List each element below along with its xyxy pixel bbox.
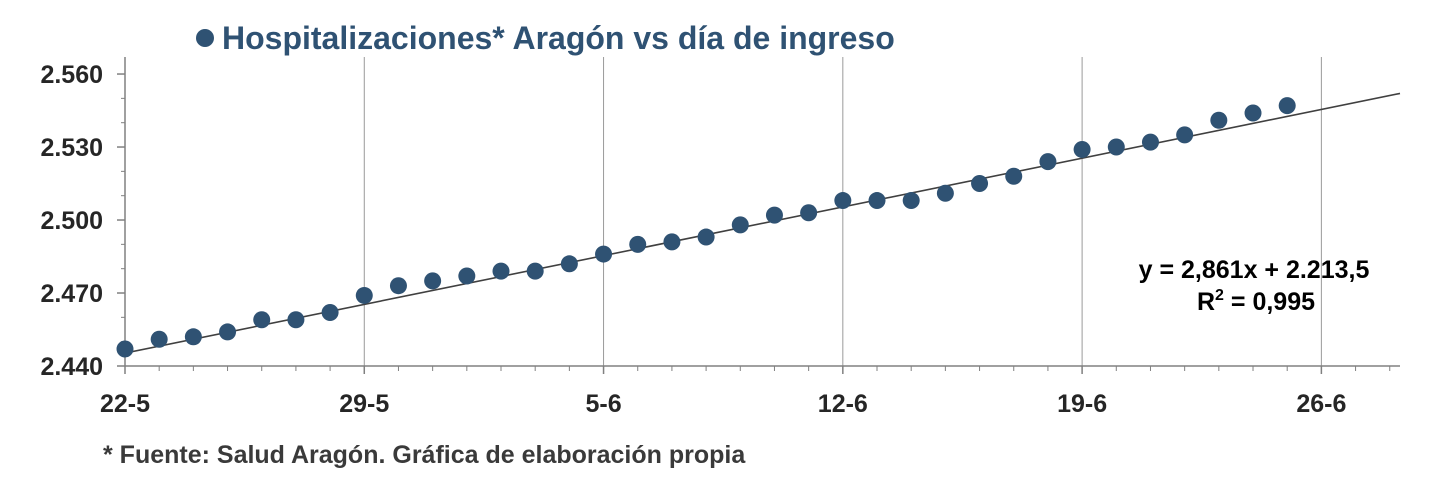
data-point — [902, 192, 920, 210]
data-point — [1210, 111, 1228, 129]
data-point — [1005, 167, 1023, 185]
data-point — [1039, 153, 1057, 171]
y-tick-label: 2.530 — [40, 134, 103, 162]
gridlines — [363, 57, 1322, 366]
r2-suffix: = 0,995 — [1224, 288, 1315, 316]
data-point — [834, 192, 852, 210]
legend-marker — [196, 29, 214, 47]
data-point — [971, 175, 989, 193]
x-tick-label: 26-6 — [1296, 390, 1346, 418]
data-point — [458, 267, 476, 285]
data-point — [1244, 104, 1262, 122]
data-point — [663, 233, 681, 251]
data-point — [765, 206, 783, 224]
data-point — [731, 216, 749, 234]
x-tick-label: 22-5 — [100, 390, 150, 418]
y-tick-label: 2.500 — [40, 207, 103, 235]
r-squared-text: R2 = 0,995 — [1197, 287, 1315, 316]
data-point — [184, 328, 202, 346]
data-point — [321, 303, 339, 321]
data-point — [629, 235, 647, 253]
y-tick-label: 2.560 — [40, 61, 103, 89]
x-tick-label: 5-6 — [585, 390, 621, 418]
x-axis-ticks: 22-5 29-5 5-6 12-6 19-6 26-6 — [100, 366, 1391, 418]
source-footnote: * Fuente: Salud Aragón. Gráfica de elabo… — [103, 441, 746, 469]
data-point — [697, 228, 715, 246]
legend-label: Hospitalizaciones* Aragón vs día de ingr… — [222, 20, 895, 56]
data-point — [560, 255, 578, 273]
data-point — [1141, 133, 1159, 151]
data-point — [1107, 138, 1125, 156]
data-point — [526, 262, 544, 280]
r2-prefix: R — [1197, 288, 1215, 316]
data-point — [1278, 97, 1296, 115]
y-tick-label: 2.470 — [40, 280, 103, 308]
r2-superscript: 2 — [1215, 287, 1224, 304]
x-tick-label: 19-6 — [1057, 390, 1107, 418]
x-tick-label: 29-5 — [339, 390, 389, 418]
data-point — [287, 311, 305, 329]
data-point — [800, 204, 818, 222]
data-point — [492, 262, 510, 280]
data-point — [355, 286, 373, 304]
data-point — [1073, 140, 1091, 158]
data-point — [253, 311, 271, 329]
data-point — [116, 340, 134, 358]
data-point — [219, 323, 237, 341]
axes — [124, 57, 1400, 367]
data-point — [936, 184, 954, 202]
y-tick-label: 2.440 — [40, 353, 103, 381]
data-point — [150, 330, 168, 348]
data-point — [868, 192, 886, 210]
data-point — [424, 272, 442, 290]
data-point — [389, 277, 407, 295]
x-tick-label: 12-6 — [818, 390, 868, 418]
y-axis-ticks: 2.440 2.470 2.500 2.530 2.560 — [40, 61, 125, 381]
equation-text: y = 2,861x + 2.213,5 — [1139, 256, 1370, 284]
data-point — [595, 245, 613, 263]
trendline-equation: y = 2,861x + 2.213,5 R2 = 0,995 — [1139, 256, 1370, 316]
data-point — [1176, 126, 1194, 144]
legend: Hospitalizaciones* Aragón vs día de ingr… — [196, 20, 895, 56]
data-points — [116, 97, 1296, 358]
